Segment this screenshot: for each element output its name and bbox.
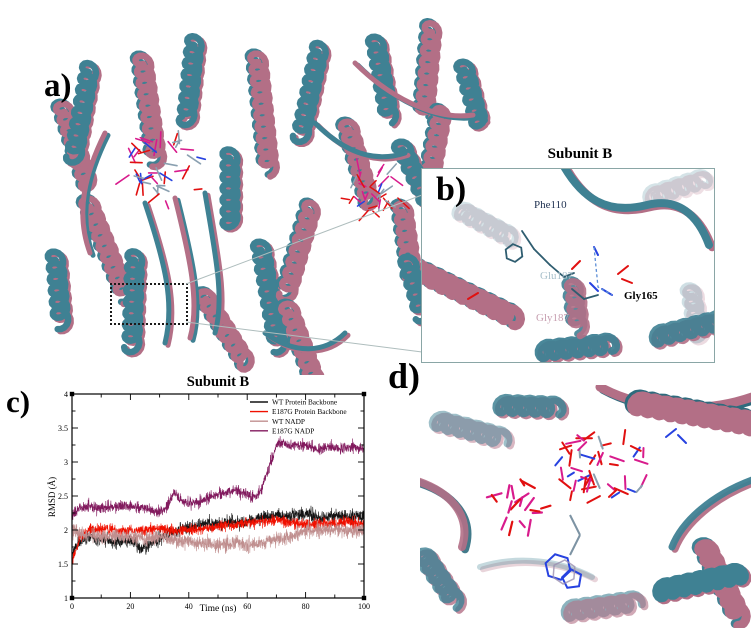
chart-x-axis-label: Time (ns) (199, 604, 237, 614)
panel-a-label: a) (44, 68, 72, 104)
panel-b-label: b) (436, 171, 467, 208)
x-tick-label: 80 (302, 602, 310, 611)
panel-c-label: c) (6, 384, 31, 419)
panel-d-molecular-figure (420, 385, 751, 628)
y-tick-label: 3.5 (58, 424, 68, 433)
residue-label-gly187: Gly187 (536, 312, 569, 324)
rmsd-chart-plot-area: 0 20 40 60 80 100 1 1.5 2 2.5 3 3.5 4 WT Protein Back… (58, 390, 370, 611)
panel-b-zoom-box: b) Phe110 Glu187 Gly165 Gly187 (421, 168, 715, 363)
series-trace-2 (72, 520, 364, 554)
legend-label: E187G Protein Backbone (272, 407, 347, 416)
zoom-region-rectangle (110, 283, 188, 325)
x-tick-label: 20 (126, 602, 134, 611)
residue-label-glu187: Glu187 (540, 270, 573, 282)
x-tick-label: 40 (185, 602, 193, 611)
series-trace-3 (72, 436, 364, 520)
x-tick-label: 60 (243, 602, 251, 611)
x-tick-label: 100 (358, 602, 370, 611)
panel-d-zoom-box (420, 385, 751, 628)
y-tick-label: 3 (64, 458, 68, 467)
x-tick-label: 0 (70, 602, 74, 611)
legend-label: WT NADP (272, 417, 305, 426)
y-tick-label: 2.5 (58, 492, 68, 501)
y-tick-label: 1 (64, 594, 68, 603)
legend-label: E187G NADP (272, 426, 314, 435)
panel-b-molecular-figure (422, 169, 714, 362)
y-tick-label: 1.5 (58, 560, 68, 569)
panel-d-label: d) (388, 356, 421, 396)
y-tick-label: 4 (64, 390, 68, 399)
chart-y-axis-label: RMSD (Å) (47, 476, 57, 518)
residue-label-gly165: Gly165 (624, 290, 658, 302)
chart-title: Subunit B (186, 374, 250, 390)
series-trace-1 (72, 514, 364, 565)
y-tick-label: 2 (64, 526, 68, 535)
residue-label-phe110: Phe110 (534, 199, 567, 211)
rmsd-chart: 0 20 40 60 80 100 1 1.5 2 2.5 3 3.5 4 WT Protein Back… (8, 376, 400, 626)
panel-b-title: Subunit B (547, 146, 613, 162)
legend-label: WT Protein Backbone (272, 398, 337, 407)
